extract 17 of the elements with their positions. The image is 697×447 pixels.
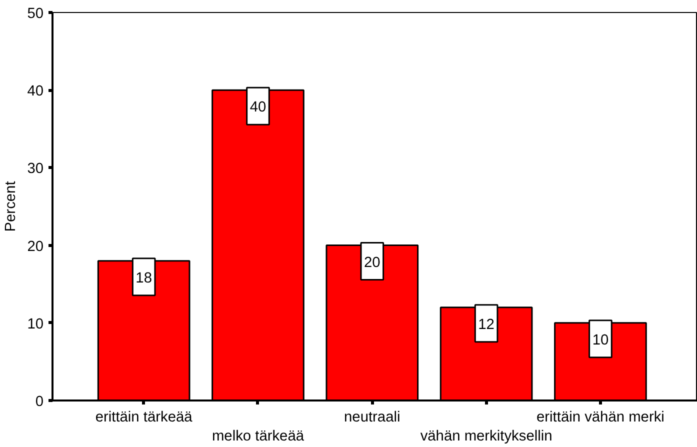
data-label: 18 bbox=[136, 270, 152, 286]
x-tick-label: neutraali bbox=[344, 410, 400, 426]
y-tick-label: 50 bbox=[27, 6, 44, 22]
y-tick-label: 30 bbox=[27, 161, 44, 178]
data-label: 40 bbox=[250, 100, 266, 116]
data-label: 12 bbox=[478, 316, 494, 333]
x-tick-label: erittäin tärkeää bbox=[95, 410, 194, 426]
x-tick-label: vähän merkityksellin bbox=[420, 428, 552, 445]
y-tick-label: 40 bbox=[27, 84, 44, 100]
y-tick-label: 20 bbox=[27, 238, 44, 255]
x-tick-label: erittäin vähän merki bbox=[536, 410, 664, 426]
x-tick-label: melko tärkeää bbox=[212, 428, 305, 445]
data-label: 10 bbox=[592, 332, 609, 348]
y-axis-title: Percent bbox=[3, 181, 20, 232]
y-tick-label: 10 bbox=[27, 316, 44, 332]
data-label: 20 bbox=[364, 254, 380, 271]
y-tick-label: 0 bbox=[35, 394, 44, 410]
